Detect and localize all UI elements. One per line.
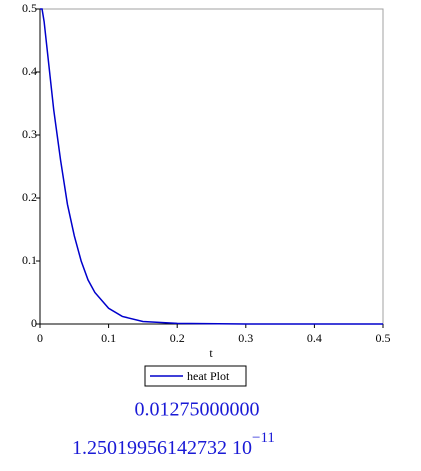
legend: heat Plot xyxy=(144,365,247,387)
legend-box xyxy=(144,365,247,387)
x-tick-label: 0.3 xyxy=(238,331,253,345)
y-tick-label: 0.4 xyxy=(22,64,37,78)
output-exponent: −11 xyxy=(252,430,275,446)
y-tick-label: 0.5 xyxy=(22,1,37,15)
legend-label: heat Plot xyxy=(187,369,230,383)
output-mantissa: 1.25019956142732 10 xyxy=(72,437,252,459)
y-tick-label: 0.1 xyxy=(22,253,37,267)
y-tick-label: 0 xyxy=(31,316,37,330)
x-tick-label: 0 xyxy=(37,331,43,345)
x-tick-label: 0.2 xyxy=(170,331,185,345)
plot-frame xyxy=(39,8,384,325)
data-line xyxy=(40,8,383,325)
x-tick-label: 0.1 xyxy=(101,331,116,345)
output-value: 1.25019956142732 10−11 xyxy=(72,430,275,458)
x-tick-label: 0.4 xyxy=(307,331,322,345)
x-tick-label: 0.5 xyxy=(376,331,391,345)
y-tick-label: 0.3 xyxy=(22,127,37,141)
x-axis-label: t xyxy=(209,346,213,360)
y-tick-label: 0.2 xyxy=(22,190,37,204)
output-value: 0.01275000000 xyxy=(135,399,260,421)
